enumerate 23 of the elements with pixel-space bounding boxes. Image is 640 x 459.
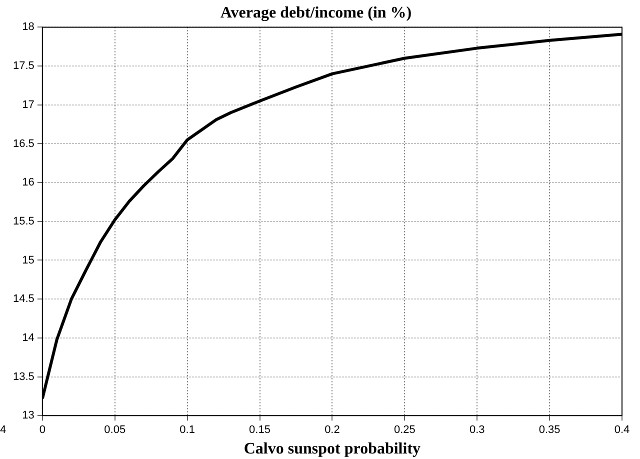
y-tick-label: 17.5 [12,60,34,72]
y-tick-label: 13 [22,410,34,422]
y-tick-label: 13.5 [12,370,34,383]
y-tick-label: 15 [22,254,34,266]
y-tick-label: 18 [22,21,34,34]
x-tick-label: 0.1 [180,424,195,436]
x-tick-label: 0.25 [394,424,416,436]
y-tick-label: 16 [22,176,34,189]
x-axis-title: Calvo sunspot probability [244,440,421,458]
y-tick-label: 17 [22,98,34,111]
y-tick-label: 14.5 [12,293,34,306]
y-tick-label: 16.5 [12,138,34,150]
x-tick-label: 0.05 [104,424,126,436]
y-tick-label: 15.5 [12,215,34,228]
x-tick-label: 0.3 [469,424,485,436]
x-tick-label: 0 [39,424,46,436]
x-tick-label: 0.35 [538,424,560,436]
x-tick-label: 0.2 [324,424,340,436]
y-tick-label: 14 [22,332,34,344]
text: 4 [0,424,6,436]
x-tick-label: 0.15 [249,424,270,436]
x-tick-label: 0.4 [614,424,630,436]
chart-title: Average debt/income (in %) [220,4,412,22]
